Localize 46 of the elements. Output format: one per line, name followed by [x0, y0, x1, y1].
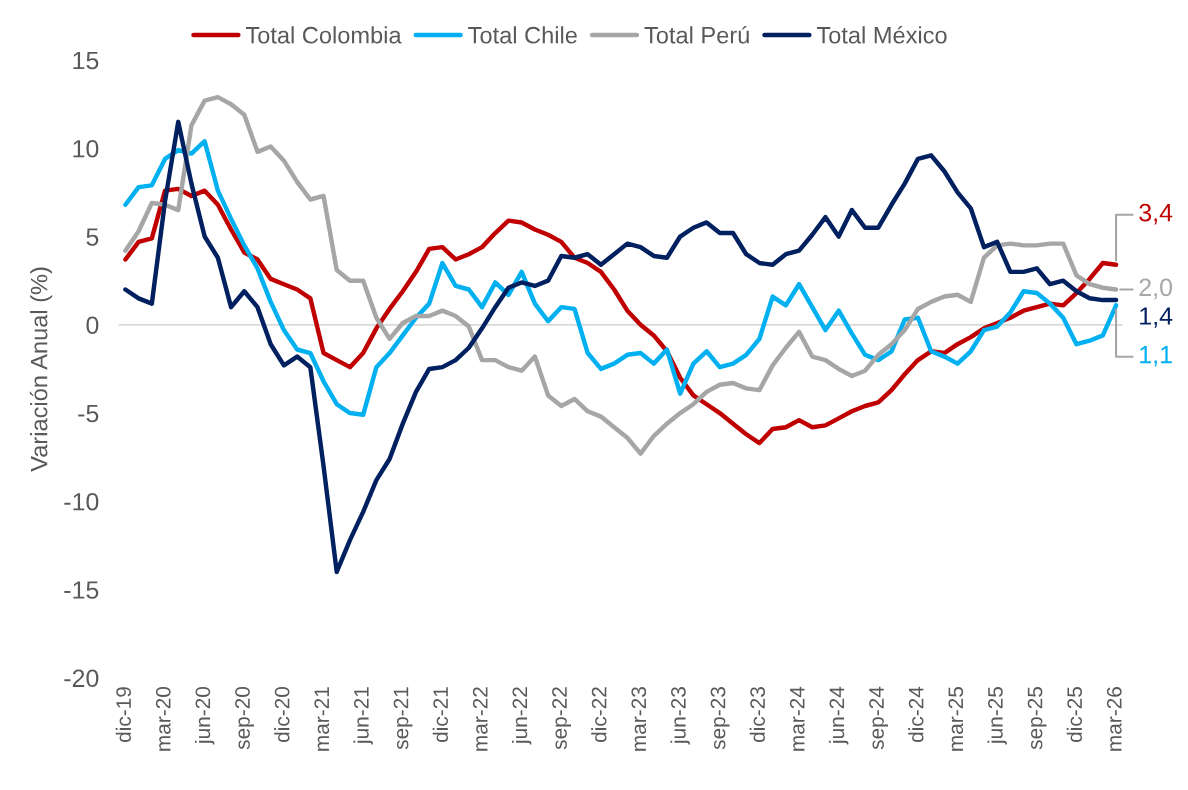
y-tick-label: -20: [64, 669, 99, 688]
x-tick-label: mar-24: [789, 686, 805, 751]
x-tick-label: sep-20: [235, 686, 254, 750]
x-tick-label: mar-26: [1106, 687, 1122, 751]
x-tick-label: jun-25: [987, 687, 1007, 745]
x-tick-label: jun-22: [511, 687, 532, 745]
y-tick-label: -15: [64, 581, 99, 599]
x-tick-label: mar-23: [631, 687, 647, 751]
x-tick-label: dic-19: [115, 687, 131, 743]
x-tick-label: dic-21: [432, 687, 449, 743]
y-tick-label: 0: [86, 316, 99, 335]
x-tick-label: jun-20: [194, 686, 215, 745]
x-tick-label: dic-20: [274, 686, 290, 743]
y-tick-label: 10: [73, 139, 99, 158]
x-tick-label: sep-24: [869, 686, 889, 750]
x-tick-label: dic-25: [1066, 687, 1083, 743]
y-tick-label: 5: [86, 228, 99, 246]
legend-label: Total México: [816, 25, 947, 44]
x-tick-label: dic-24: [908, 686, 924, 743]
line-series: [123, 139, 1119, 418]
x-tick-label: mar-21: [314, 687, 330, 751]
annotation: 3,4: [1139, 203, 1173, 225]
line-series: [123, 186, 1119, 446]
x-tick-label: jun-23: [670, 687, 690, 745]
x-tick-label: sep-21: [393, 687, 413, 750]
x-tick-label: dic-23: [749, 687, 766, 743]
y-axis-title: Variación Anual (%): [29, 267, 53, 472]
x-tick-label: sep-22: [552, 687, 571, 750]
legend-label: Total Perú: [644, 25, 749, 44]
annotation: 1,1: [1140, 346, 1172, 367]
y-tick-label: 15: [73, 51, 99, 70]
annotation: 1,4: [1140, 307, 1173, 328]
x-tick-label: mar-22: [472, 687, 488, 751]
annotation: 2,0: [1139, 278, 1173, 300]
y-tick-label: -10: [64, 492, 99, 511]
x-tick-label: sep-23: [710, 687, 730, 750]
legend-label: Total Chile: [468, 26, 577, 44]
x-tick-label: mar-25: [948, 687, 964, 751]
legend-label: Total Colombia: [245, 26, 402, 44]
x-tick-label: jun-21: [353, 687, 373, 745]
x-tick-label: dic-22: [591, 687, 607, 743]
x-tick-label: mar-20: [155, 686, 171, 751]
y-tick-label: -5: [78, 404, 99, 423]
x-tick-label: jun-24: [828, 686, 849, 745]
line-series: [123, 119, 1119, 575]
x-tick-label: sep-25: [1027, 687, 1047, 750]
